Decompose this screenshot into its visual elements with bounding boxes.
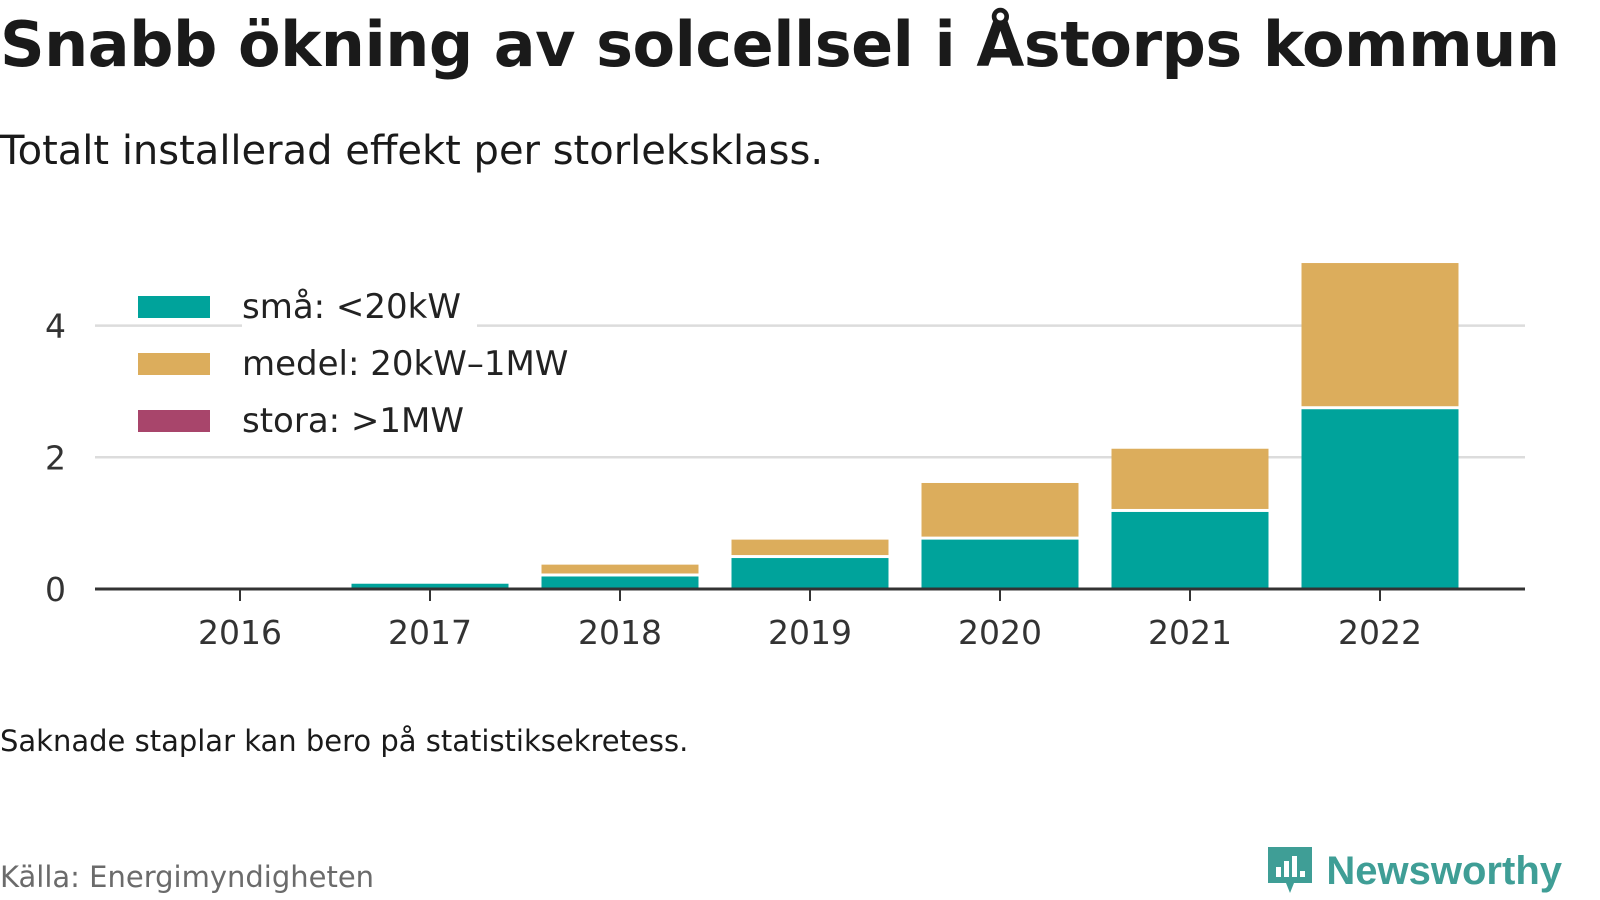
legend-item: stora: >1MW <box>138 392 584 449</box>
brand-logo: Newsworthy <box>1264 843 1562 899</box>
bar-segment <box>731 558 889 589</box>
newsworthy-icon <box>1268 847 1313 893</box>
bar-segment <box>351 583 509 589</box>
y-tick-label: 0 <box>45 570 66 609</box>
legend-swatch-medium <box>138 352 210 375</box>
x-tick-label: 2020 <box>958 613 1042 652</box>
bar-segment <box>921 539 1079 589</box>
bar-segment <box>1111 448 1269 509</box>
legend-swatch-small <box>138 295 210 318</box>
legend-label: små: <20kW <box>242 286 477 327</box>
x-tick-label: 2019 <box>768 613 852 652</box>
chart-title: Snabb ökning av solcellsel i Åstorps kom… <box>0 8 1560 81</box>
bar-segment <box>1111 511 1269 589</box>
legend-swatch-large <box>138 409 210 432</box>
legend-label: stora: >1MW <box>242 400 480 441</box>
legend-label: medel: 20kW–1MW <box>242 343 585 384</box>
chart-subtitle: Totalt installerad effekt per storlekskl… <box>0 128 824 174</box>
x-tick-label: 2022 <box>1338 613 1422 652</box>
y-tick-label: 2 <box>45 438 66 477</box>
x-tick-label: 2021 <box>1148 613 1232 652</box>
bar-segment <box>1301 409 1459 589</box>
bar-chart: 0 2 4 2016 2017 2018 2019 2020 2021 2022 <box>45 263 1525 652</box>
x-tick-labels: 2016 2017 2018 2019 2020 2021 2022 <box>198 613 1422 652</box>
footnote: Saknade staplar kan bero på statistiksek… <box>0 724 689 758</box>
bars <box>351 263 1459 589</box>
x-tick-label: 2016 <box>198 613 282 652</box>
y-tick-labels: 0 2 4 <box>45 307 66 609</box>
bar-segment <box>541 576 699 589</box>
bar-segment <box>731 539 889 556</box>
x-tick-label: 2018 <box>578 613 662 652</box>
bar-segment <box>921 482 1079 537</box>
legend: små: <20kW medel: 20kW–1MW stora: >1MW <box>138 278 585 449</box>
x-axis <box>95 587 1525 601</box>
legend-item: små: <20kW <box>138 278 584 335</box>
legend-item: medel: 20kW–1MW <box>138 335 585 392</box>
x-tick-label: 2017 <box>388 613 472 652</box>
bar-segment <box>541 564 699 574</box>
source-credit: Källa: Energimyndigheten <box>0 860 375 894</box>
y-tick-label: 4 <box>45 307 66 346</box>
brand-name: Newsworthy <box>1326 848 1562 893</box>
bar-segment <box>1301 263 1459 407</box>
